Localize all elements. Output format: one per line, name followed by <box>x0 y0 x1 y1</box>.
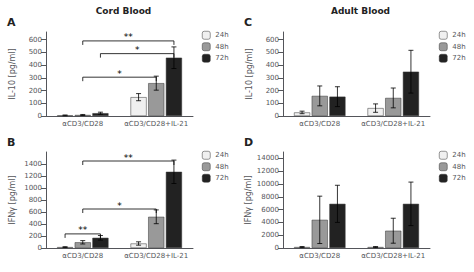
svg-text:1200: 1200 <box>24 172 42 180</box>
svg-text:14000: 14000 <box>257 154 279 162</box>
svg-text:12000: 12000 <box>257 167 279 175</box>
svg-text:αCD3/CD28+IL-21: αCD3/CD28+IL-21 <box>124 252 188 260</box>
svg-text:*: * <box>117 201 122 211</box>
svg-text:C: C <box>244 16 252 29</box>
svg-text:IFNγ [pg/ml]: IFNγ [pg/ml] <box>8 175 17 224</box>
svg-text:24h: 24h <box>215 151 228 159</box>
svg-text:500: 500 <box>266 48 279 56</box>
svg-text:αCD3/CD28+IL-21: αCD3/CD28+IL-21 <box>361 252 425 260</box>
svg-text:48h: 48h <box>215 163 228 171</box>
svg-text:600: 600 <box>29 208 42 216</box>
svg-text:6000: 6000 <box>261 206 279 214</box>
svg-text:24h: 24h <box>452 151 465 159</box>
svg-text:0: 0 <box>38 112 42 120</box>
svg-text:8000: 8000 <box>261 193 279 201</box>
svg-text:IFNγ [pg/ml]: IFNγ [pg/ml] <box>244 175 253 224</box>
svg-text:400: 400 <box>29 220 42 228</box>
svg-text:4000: 4000 <box>261 218 279 226</box>
svg-text:IL-10 [pg/ml]: IL-10 [pg/ml] <box>245 48 254 99</box>
svg-text:600: 600 <box>266 36 279 44</box>
svg-text:αCD3/CD28: αCD3/CD28 <box>62 120 103 128</box>
svg-text:100: 100 <box>266 99 279 107</box>
svg-text:72h: 72h <box>215 174 228 182</box>
svg-text:500: 500 <box>29 48 42 56</box>
svg-text:400: 400 <box>266 61 279 69</box>
svg-text:B: B <box>7 136 15 149</box>
svg-text:0: 0 <box>275 112 279 120</box>
svg-text:72h: 72h <box>215 54 228 62</box>
svg-text:αCD3/CD28+IL-21: αCD3/CD28+IL-21 <box>124 120 188 128</box>
svg-text:10000: 10000 <box>257 180 279 188</box>
svg-text:300: 300 <box>266 74 279 82</box>
svg-text:αCD3/CD28: αCD3/CD28 <box>299 252 340 260</box>
svg-text:**: ** <box>124 153 134 163</box>
svg-text:600: 600 <box>29 36 42 44</box>
svg-text:72h: 72h <box>452 174 465 182</box>
svg-text:Cord Blood: Cord Blood <box>96 6 152 16</box>
svg-text:Adult Blood: Adult Blood <box>331 6 390 16</box>
svg-text:0: 0 <box>275 244 279 252</box>
svg-text:αCD3/CD28: αCD3/CD28 <box>62 252 103 260</box>
svg-text:1000: 1000 <box>24 184 42 192</box>
svg-text:αCD3/CD28+IL-21: αCD3/CD28+IL-21 <box>361 120 425 128</box>
svg-text:**: ** <box>78 225 88 235</box>
svg-text:100: 100 <box>29 99 42 107</box>
svg-text:2000: 2000 <box>261 231 279 239</box>
svg-text:200: 200 <box>266 87 279 95</box>
svg-text:800: 800 <box>29 196 42 204</box>
svg-text:200: 200 <box>29 87 42 95</box>
svg-text:*: * <box>117 69 122 79</box>
svg-text:300: 300 <box>29 74 42 82</box>
svg-text:*: * <box>135 45 140 55</box>
svg-text:24h: 24h <box>452 31 465 39</box>
svg-text:1400: 1400 <box>24 160 42 168</box>
svg-text:αCD3/CD28: αCD3/CD28 <box>299 120 340 128</box>
svg-text:**: ** <box>124 32 134 42</box>
svg-text:IL-10 [pg/ml]: IL-10 [pg/ml] <box>8 48 17 99</box>
svg-text:200: 200 <box>29 232 42 240</box>
svg-text:48h: 48h <box>215 43 228 51</box>
svg-text:400: 400 <box>29 61 42 69</box>
svg-text:A: A <box>7 16 16 29</box>
svg-text:24h: 24h <box>215 31 228 39</box>
svg-text:48h: 48h <box>452 43 465 51</box>
svg-text:48h: 48h <box>452 163 465 171</box>
svg-text:0: 0 <box>38 244 42 252</box>
svg-text:D: D <box>244 136 253 149</box>
svg-text:72h: 72h <box>452 54 465 62</box>
